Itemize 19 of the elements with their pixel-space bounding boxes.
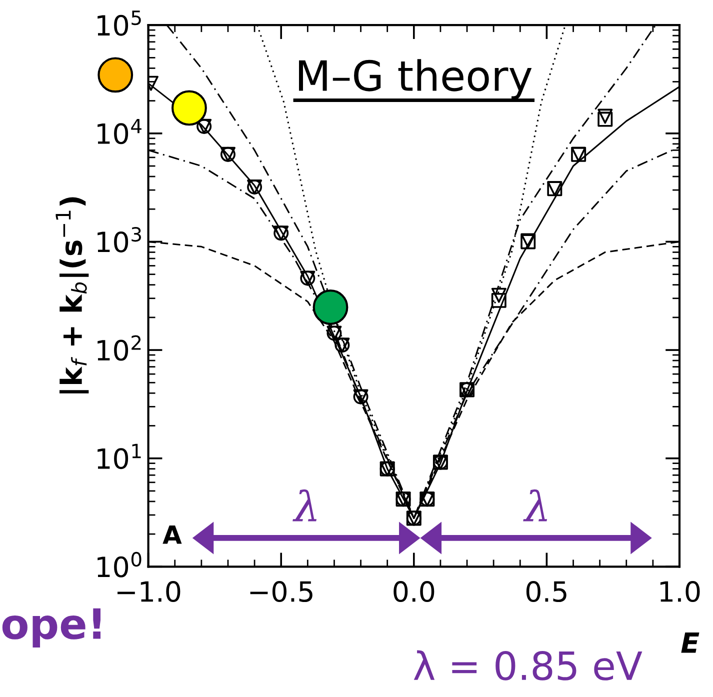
annotation: A [162,526,182,544]
y-tick-label: 10$^{3}$ [98,226,141,252]
annotation: M–G theory [298,59,532,100]
x-axis-title: E [681,632,700,653]
x-tick-label: 0.0 [394,581,434,602]
x-tick-label: −0.5 [250,581,312,602]
y-tick-label: 10$^{0}$ [98,552,142,578]
annotation: λ [292,489,317,522]
x-tick-label: 0.5 [526,581,566,602]
annotation: λ [523,489,548,522]
x-tick-label: −1.0 [118,581,180,602]
y-tick-label: 10$^{1}$ [98,444,141,470]
y-tick-label: 10$^{4}$ [98,118,142,144]
x-tick-label: 1.0 [660,581,700,602]
text: λ = 0.85 eV [414,650,642,680]
y-axis-title: |k$_{f}$ + k$_{b}$|(s$^{−1}$) [56,197,89,394]
y-tick-label: 10$^{2}$ [98,335,141,361]
y-tick-label: 10$^{5}$ [98,10,141,36]
text: ope! [2,608,100,648]
